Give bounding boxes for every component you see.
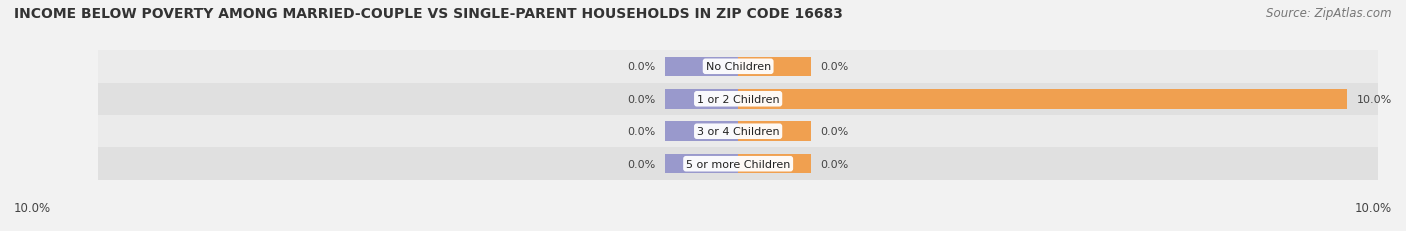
Text: 0.0%: 0.0% — [820, 62, 849, 72]
Bar — [98, 148, 1378, 180]
Text: No Children: No Children — [706, 62, 770, 72]
Text: 0.0%: 0.0% — [627, 127, 655, 137]
Text: 5 or more Children: 5 or more Children — [686, 159, 790, 169]
Bar — [98, 116, 1378, 148]
Bar — [665, 122, 738, 141]
Bar — [738, 90, 1347, 109]
Bar — [665, 90, 738, 109]
Bar — [98, 51, 1378, 83]
Text: INCOME BELOW POVERTY AMONG MARRIED-COUPLE VS SINGLE-PARENT HOUSEHOLDS IN ZIP COD: INCOME BELOW POVERTY AMONG MARRIED-COUPL… — [14, 7, 844, 21]
Text: 0.0%: 0.0% — [627, 159, 655, 169]
Bar — [738, 57, 811, 77]
Text: 0.0%: 0.0% — [820, 127, 849, 137]
Bar — [665, 57, 738, 77]
Bar — [665, 154, 738, 174]
Text: 0.0%: 0.0% — [627, 62, 655, 72]
Bar — [738, 122, 811, 141]
Text: 10.0%: 10.0% — [14, 201, 51, 214]
Text: 3 or 4 Children: 3 or 4 Children — [697, 127, 779, 137]
Bar — [98, 83, 1378, 116]
Text: 1 or 2 Children: 1 or 2 Children — [697, 94, 779, 104]
Bar — [738, 154, 811, 174]
Text: 10.0%: 10.0% — [1357, 94, 1392, 104]
Text: 0.0%: 0.0% — [627, 94, 655, 104]
Text: 10.0%: 10.0% — [1355, 201, 1392, 214]
Text: Source: ZipAtlas.com: Source: ZipAtlas.com — [1267, 7, 1392, 20]
Text: 0.0%: 0.0% — [820, 159, 849, 169]
